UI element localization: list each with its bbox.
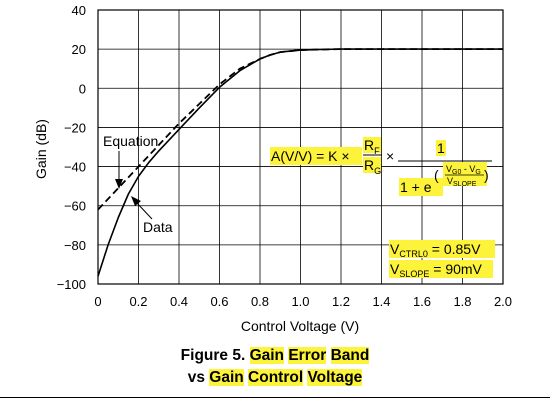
- x-tick-label: 0.2: [129, 294, 147, 309]
- formula-times: ×: [386, 148, 394, 164]
- formula-lhs: A(V/V) = K ×: [271, 148, 350, 164]
- vslope-highlight: [389, 260, 493, 278]
- formula-exp-paren-open: (: [434, 167, 439, 183]
- parameters: VCTRL0 = 0.85V VSLOPE = 90mV: [389, 240, 495, 279]
- data-arrow: [135, 201, 153, 220]
- y-tick-label: −80: [64, 238, 86, 253]
- tick-labels: 0 0.2 0.4 0.6 0.8 1.0 1.2 1.4 1.6 1.8 2.0 40 20 0 −20 −…: [57, 3, 512, 309]
- formula-rg: RG: [364, 157, 381, 176]
- caption-word-band: Band: [330, 347, 370, 364]
- gain-formula: A(V/V) = K × RF RG × 1 1 + e ( ) VG0 - V…: [270, 137, 492, 196]
- y-tick-label: 0: [79, 81, 86, 96]
- series-line-data: [97, 48, 503, 277]
- vctrl-parameter: VCTRL0 = 0.85V: [390, 241, 481, 259]
- formula-exp-denominator: VSLOPE: [447, 176, 477, 188]
- formula-highlight-one: [436, 140, 446, 156]
- x-tick-label: 0: [94, 294, 101, 309]
- x-tick-label: 1.0: [291, 294, 309, 309]
- bottom-rule: [0, 397, 550, 398]
- x-tick-label: 1.2: [332, 294, 350, 309]
- caption-line-1: Figure 5. Gain Error Band: [0, 345, 550, 367]
- vslope-parameter: VSLOPE = 90mV: [390, 261, 483, 279]
- y-tick-label: −60: [64, 199, 86, 214]
- caption-prefix: Figure 5.: [180, 347, 250, 364]
- y-tick-label: 20: [72, 42, 86, 57]
- y-tick-label: 40: [72, 3, 86, 18]
- formula-highlight-rg: [363, 157, 381, 173]
- formula-highlight-lhs: [270, 147, 362, 165]
- data-annotation: Data: [143, 219, 173, 235]
- x-axis-label: Control Voltage (V): [241, 318, 359, 334]
- y-tick-label: −100: [57, 277, 86, 292]
- caption-word-gain-2: Gain: [209, 369, 244, 386]
- caption-word-voltage: Voltage: [307, 369, 363, 386]
- formula-highlight-exponent: [443, 162, 487, 186]
- vctrl-highlight: [389, 240, 495, 258]
- equation-arrowhead: [115, 179, 123, 189]
- caption-word-error: Error: [288, 347, 327, 364]
- figure-caption: Figure 5. Gain Error Band vs Gain Contro…: [0, 345, 550, 389]
- formula-highlight-denominator: [399, 178, 443, 196]
- x-tick-label: 2.0: [494, 294, 512, 309]
- formula-denominator: 1 + e: [400, 179, 432, 195]
- x-tick-label: 1.6: [413, 294, 431, 309]
- y-tick-label: −40: [64, 160, 86, 175]
- x-tick-label: 0.6: [210, 294, 228, 309]
- caption-line-2: vs Gain Control Voltage: [0, 367, 550, 389]
- x-tick-label: 1.4: [372, 294, 390, 309]
- caption-word-control: Control: [248, 369, 304, 386]
- formula-exp-numerator: VG0 - VG: [446, 164, 481, 176]
- formula-highlight-rf: [363, 137, 381, 153]
- y-axis-label: Gain (dB): [33, 119, 49, 179]
- gain-vs-control-voltage-chart: 0 0.2 0.4 0.6 0.8 1.0 1.2 1.4 1.6 1.8 2.0 40 20 0 −20 −…: [33, 3, 512, 334]
- x-tick-label: 0.4: [170, 294, 188, 309]
- formula-exp-paren-close: ): [484, 167, 489, 183]
- formula-rf: RF: [364, 137, 380, 156]
- x-tick-label: 0.8: [251, 294, 269, 309]
- series-group: [97, 48, 503, 277]
- data-arrowhead: [131, 196, 141, 206]
- equation-annotation: Equation: [103, 133, 158, 149]
- formula-one: 1: [437, 140, 445, 156]
- x-tick-label: 1.8: [453, 294, 471, 309]
- plot-frame: [97, 9, 504, 285]
- caption-word-gain: Gain: [249, 347, 285, 364]
- caption-word-vs: vs: [187, 369, 205, 386]
- y-tick-label: −20: [64, 120, 86, 135]
